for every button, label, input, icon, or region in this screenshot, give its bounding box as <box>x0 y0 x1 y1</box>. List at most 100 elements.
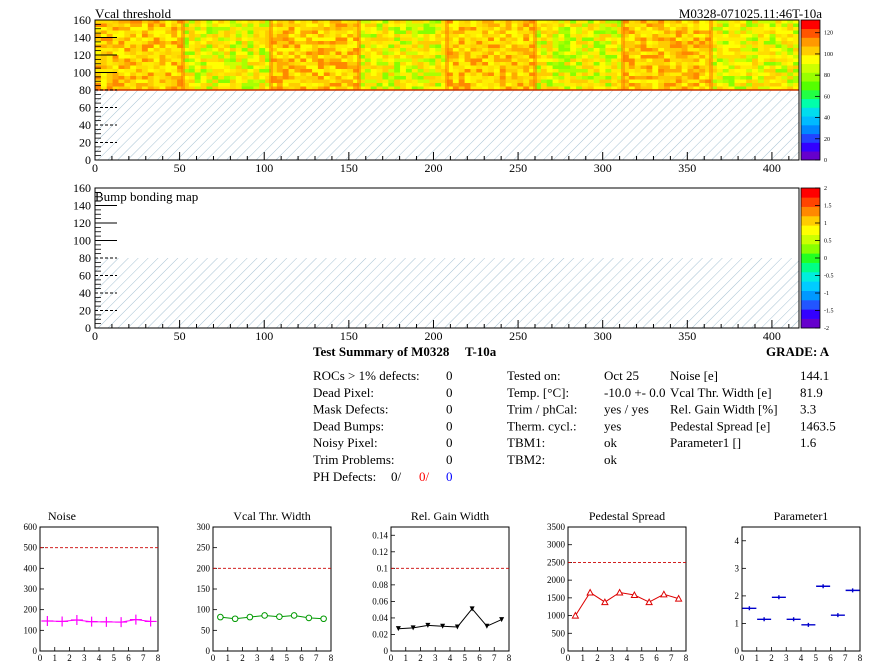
map-cell <box>669 72 677 77</box>
map-cell <box>646 76 653 80</box>
map-cell <box>394 37 401 42</box>
map-cell <box>587 55 595 59</box>
map-cell <box>605 72 612 77</box>
map-cell <box>165 41 172 45</box>
map-cell <box>364 34 372 38</box>
map-cell <box>716 58 724 63</box>
map-cell <box>429 41 436 45</box>
map-cell <box>323 62 331 66</box>
map-cell <box>640 76 647 80</box>
map-cell <box>564 86 571 91</box>
map-cell <box>130 30 137 35</box>
result-label: Noise [e] <box>670 368 718 383</box>
map-cell <box>728 55 735 59</box>
map-cell <box>147 65 155 70</box>
map-cell <box>488 83 495 87</box>
map-cell <box>581 48 589 52</box>
map-cell <box>400 30 407 35</box>
map-cell <box>640 55 647 59</box>
map-cell <box>775 34 782 38</box>
map-cell <box>634 20 641 24</box>
map-cell <box>153 27 160 31</box>
map-cell <box>757 76 765 80</box>
map-cell <box>124 41 131 45</box>
map-cell <box>153 37 160 42</box>
map-cell <box>564 62 571 66</box>
map-cell <box>177 83 184 87</box>
map-cell <box>699 86 706 91</box>
map-cell <box>100 34 108 38</box>
map-cell <box>728 34 735 38</box>
map-cell <box>593 58 600 63</box>
map-cell <box>411 65 419 70</box>
map-cell <box>775 37 782 42</box>
condition-label: Temp. [°C]: <box>507 385 569 400</box>
map-cell <box>476 69 483 73</box>
map-cell <box>100 20 108 24</box>
map-cell <box>194 20 201 24</box>
map-cell <box>605 79 612 84</box>
map-cell <box>335 30 342 35</box>
mini-chart-title: Parameter1 <box>774 509 829 523</box>
map-cell <box>218 44 225 49</box>
map-cell <box>711 65 718 70</box>
map-cell <box>136 62 143 66</box>
map-cell <box>153 34 160 38</box>
map-cell <box>400 83 407 87</box>
map-cell <box>529 86 536 91</box>
chip-boundary <box>357 20 361 90</box>
map-cell <box>558 23 565 28</box>
map-cell <box>611 48 618 52</box>
map-cell <box>611 76 618 80</box>
map-cell <box>763 27 771 31</box>
map-cell <box>746 62 753 66</box>
map-cell <box>118 51 125 56</box>
mini-x-tick-label: 6 <box>828 653 833 663</box>
map-cell <box>593 55 600 59</box>
map-cell <box>364 76 372 80</box>
map-cell <box>740 37 747 42</box>
map-cell <box>511 44 518 49</box>
map-cell <box>488 79 495 84</box>
map-cell <box>112 27 119 31</box>
map-cell <box>282 69 289 73</box>
map-cell <box>517 23 524 28</box>
map-cell <box>118 34 125 38</box>
map-cell <box>265 34 272 38</box>
map-cell <box>523 23 530 28</box>
map-cell <box>482 30 489 35</box>
map-cell <box>194 86 201 91</box>
map-cell <box>188 69 196 73</box>
map-cell <box>611 41 618 45</box>
map-cell <box>517 20 524 24</box>
map-cell <box>605 69 612 73</box>
map-cell <box>417 44 424 49</box>
map-cell <box>722 55 729 59</box>
map-cell <box>593 30 600 35</box>
map-cell <box>611 37 618 42</box>
map-cell <box>669 86 677 91</box>
map-cell <box>136 86 143 91</box>
map-cell <box>535 86 542 91</box>
map-cell <box>229 79 237 84</box>
map-cell <box>394 51 401 56</box>
map-cell <box>405 23 413 28</box>
map-cell <box>347 48 354 52</box>
map-cell <box>141 27 149 31</box>
map-cell <box>511 72 518 77</box>
defect-value: 0 <box>446 435 453 450</box>
map-cell <box>100 58 108 63</box>
map-cell <box>347 65 354 70</box>
map-cell <box>546 65 553 70</box>
map-cell <box>171 72 178 77</box>
map-cell <box>177 37 184 42</box>
map-cell <box>253 34 260 38</box>
map-cell <box>282 41 289 45</box>
map-cell <box>194 37 201 42</box>
map-cell <box>276 41 284 45</box>
map-cell <box>224 44 231 49</box>
map-cell <box>112 76 119 80</box>
map-cell <box>511 69 518 73</box>
map-cell <box>95 58 102 63</box>
map-cell <box>599 76 606 80</box>
